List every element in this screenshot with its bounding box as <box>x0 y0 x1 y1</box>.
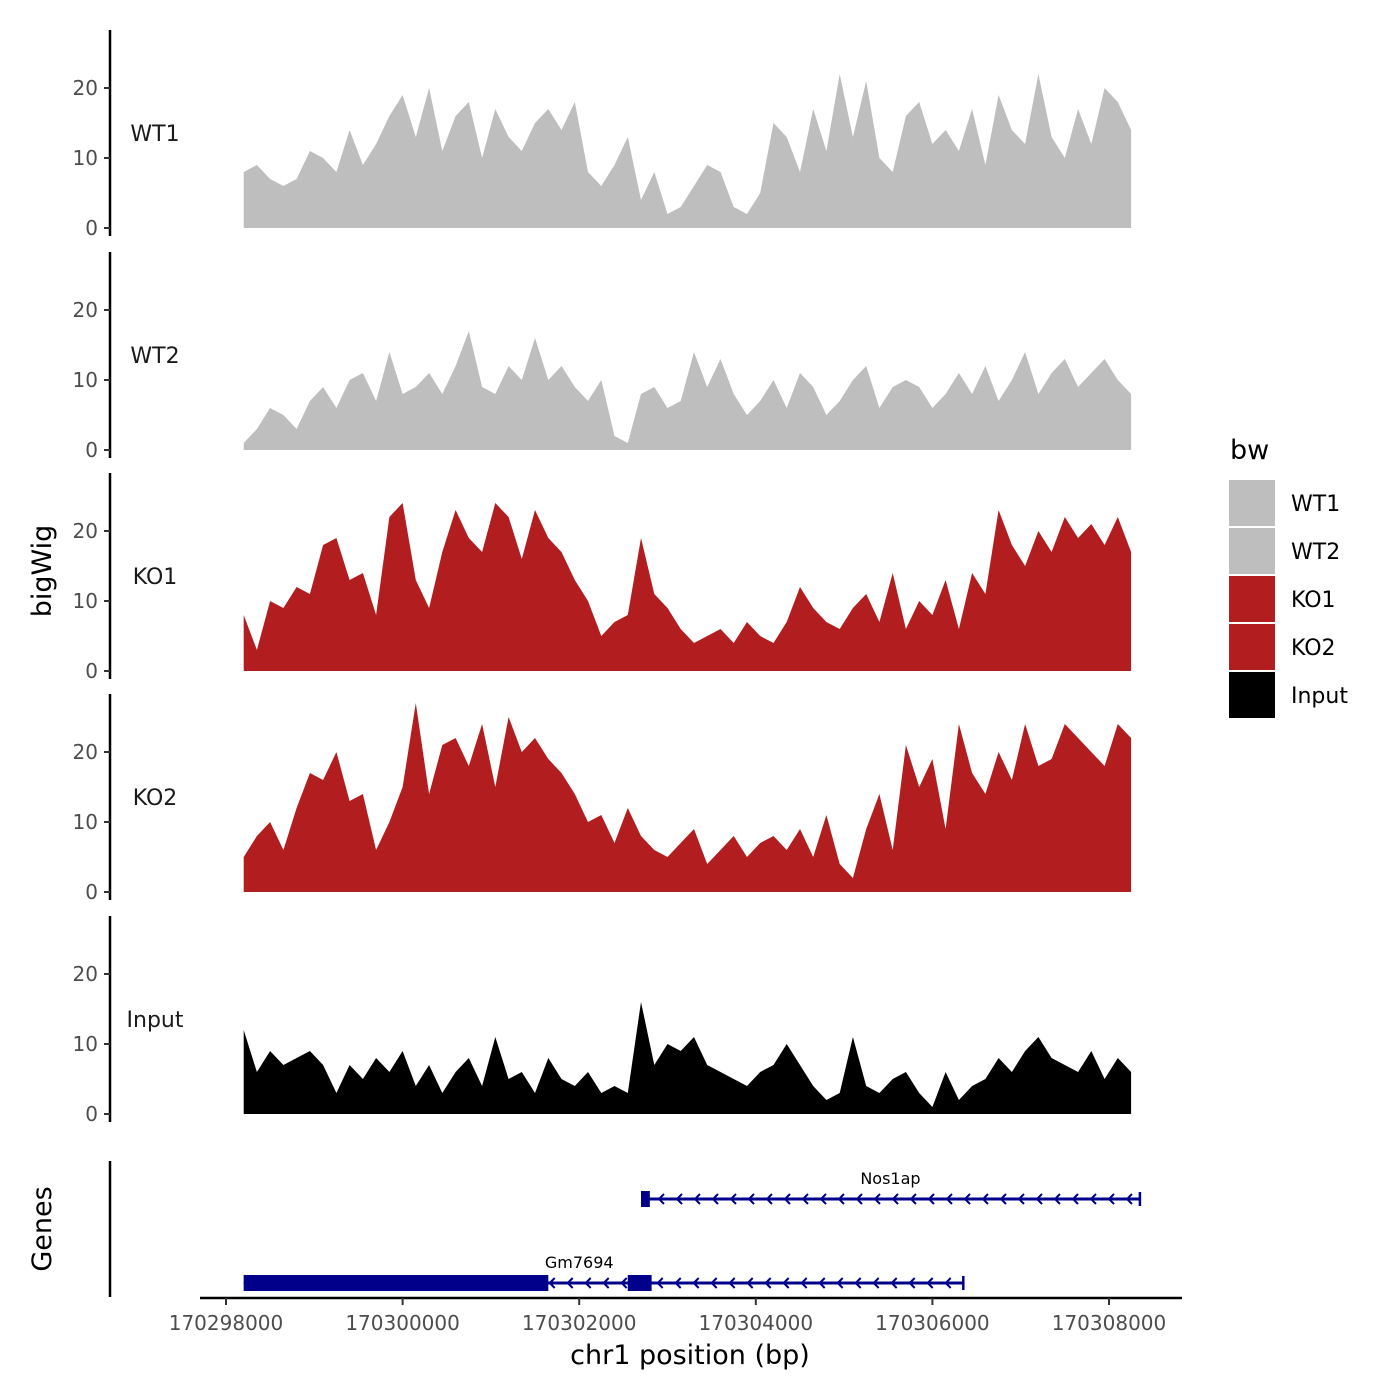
exon <box>627 1275 652 1291</box>
y-tick-label: 0 <box>85 216 98 240</box>
genes-axis-title: Genes <box>27 1186 58 1271</box>
legend-key-wt1 <box>1229 480 1275 526</box>
track-label-wt1: WT1 <box>130 122 179 147</box>
gene-label-gm7694: Gm7694 <box>545 1253 614 1272</box>
gene-gm7694: Gm7694 <box>243 1253 965 1291</box>
track-label-ko2: KO2 <box>133 786 178 811</box>
area-wt2 <box>243 331 1132 450</box>
area-ko2 <box>243 703 1132 892</box>
y-tick-label: 0 <box>85 438 98 462</box>
y-tick-label: 20 <box>73 519 98 543</box>
y-tick-label: 10 <box>73 146 98 170</box>
tracks-layer: 0 10 20 WT1 0 10 20 WT2 0 10 20 KO1 0 10 20 KO2 0 10 20 Inp… <box>73 30 1132 1126</box>
legend: WT1 WT2 KO1 KO2 Input <box>1229 480 1348 718</box>
y-tick-label: 20 <box>73 298 98 322</box>
exon <box>641 1191 650 1207</box>
y-tick-label: 20 <box>73 740 98 764</box>
legend-label-wt2: WT2 <box>1291 540 1340 565</box>
y-tick-label: 10 <box>73 1032 98 1056</box>
track-ko2: 0 10 20 KO2 <box>73 694 1132 904</box>
x-tick-label: 170298000 <box>169 1311 284 1335</box>
legend-key-ko1 <box>1229 576 1275 622</box>
legend-key-ko2 <box>1229 624 1275 670</box>
x-tick-label: 170306000 <box>875 1311 990 1335</box>
track-wt1: 0 10 20 WT1 <box>73 30 1132 240</box>
genes-layer: Nos1ap Gm7694 <box>108 1161 1142 1297</box>
legend-key-wt2 <box>1229 528 1275 574</box>
track-wt2: 0 10 20 WT2 <box>73 252 1132 462</box>
legend-label-ko2: KO2 <box>1291 636 1336 661</box>
x-tick-label: 170302000 <box>522 1311 637 1335</box>
legend-key-input <box>1229 672 1275 718</box>
legend-label-ko1: KO1 <box>1291 588 1336 613</box>
legend-title: bw <box>1230 435 1269 466</box>
y-tick-label: 10 <box>73 810 98 834</box>
y-tick-label: 0 <box>85 659 98 683</box>
x-tick-label: 170308000 <box>1052 1311 1167 1335</box>
exon <box>243 1275 549 1291</box>
area-input <box>243 1002 1132 1114</box>
x-axis-title: chr1 position (bp) <box>570 1340 810 1371</box>
y-tick-label: 20 <box>73 962 98 986</box>
y-tick-label: 10 <box>73 589 98 613</box>
gene-label-nos1ap: Nos1ap <box>860 1169 920 1188</box>
y-tick-label: 0 <box>85 880 98 904</box>
y-tick-label: 0 <box>85 1102 98 1126</box>
area-wt1 <box>243 74 1132 228</box>
x-axis: 170298000 170300000 170302000 170304000 1703… <box>169 1296 1182 1335</box>
y-axis-title: bigWig <box>27 525 58 618</box>
track-ko1: 0 10 20 KO1 <box>73 473 1132 683</box>
track-label-input: Input <box>127 1008 184 1033</box>
legend-label-wt1: WT1 <box>1291 492 1340 517</box>
x-tick-label: 170300000 <box>345 1311 460 1335</box>
track-input: 0 10 20 Input <box>73 916 1132 1126</box>
y-tick-label: 10 <box>73 368 98 392</box>
track-label-ko1: KO1 <box>133 565 178 590</box>
strand-arrows <box>657 1193 1133 1205</box>
gene-nos1ap: Nos1ap <box>641 1169 1142 1207</box>
legend-label-input: Input <box>1291 684 1348 709</box>
area-ko1 <box>243 503 1132 671</box>
track-label-wt2: WT2 <box>130 344 179 369</box>
y-tick-label: 20 <box>73 76 98 100</box>
x-tick-label: 170304000 <box>699 1311 814 1335</box>
